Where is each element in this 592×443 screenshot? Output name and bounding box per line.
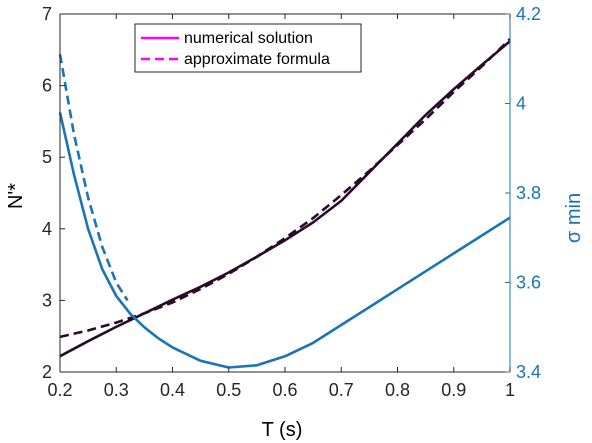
y-tick-label-right: 3.4	[516, 362, 541, 382]
x-tick-label: 0.7	[329, 380, 354, 400]
y-tick-label-left: 5	[42, 147, 52, 167]
y-tick-label-right: 3.8	[516, 183, 541, 203]
series-line-3	[58, 54, 129, 302]
plot-background	[60, 14, 510, 372]
y-tick-label-right: 3.6	[516, 273, 541, 293]
y-axis-label-left: N'*	[5, 183, 27, 209]
x-tick-label: 0.8	[385, 380, 410, 400]
plot-area	[60, 14, 510, 372]
y-tick-label-left: 7	[42, 4, 52, 24]
legend-label-0: numerical solution	[184, 30, 313, 47]
ticks-layer: 0.2 0.3 0.4 0.5 0.6 0.7 0.8 0.9 1 2 3 4 5 6 7 3.4 3.6 3.8…	[42, 4, 541, 400]
legend: numerical solution approximate formula	[134, 23, 362, 73]
y-axis-label-right: σ min	[563, 193, 585, 243]
x-tick-label: 0.6	[272, 380, 297, 400]
x-tick-label: 1	[505, 380, 515, 400]
x-tick-label: 0.5	[216, 380, 241, 400]
series-line-1	[59, 38, 511, 339]
y-tick-label-right: 4.2	[516, 4, 541, 24]
y-tick-label-left: 6	[42, 76, 52, 96]
x-axis-label: T (s)	[262, 419, 303, 441]
legend-box	[134, 23, 362, 73]
x-tick-label: 0.2	[47, 380, 72, 400]
x-tick-label: 0.9	[441, 380, 466, 400]
y-tick-label-left: 3	[42, 290, 52, 310]
y-tick-label-left: 2	[42, 362, 52, 382]
y-tick-label-right: 4	[516, 94, 526, 114]
legend-label-1: approximate formula	[184, 51, 330, 68]
y-tick-label-left: 4	[42, 219, 52, 239]
x-tick-label: 0.4	[160, 380, 185, 400]
x-tick-label: 0.3	[104, 380, 129, 400]
